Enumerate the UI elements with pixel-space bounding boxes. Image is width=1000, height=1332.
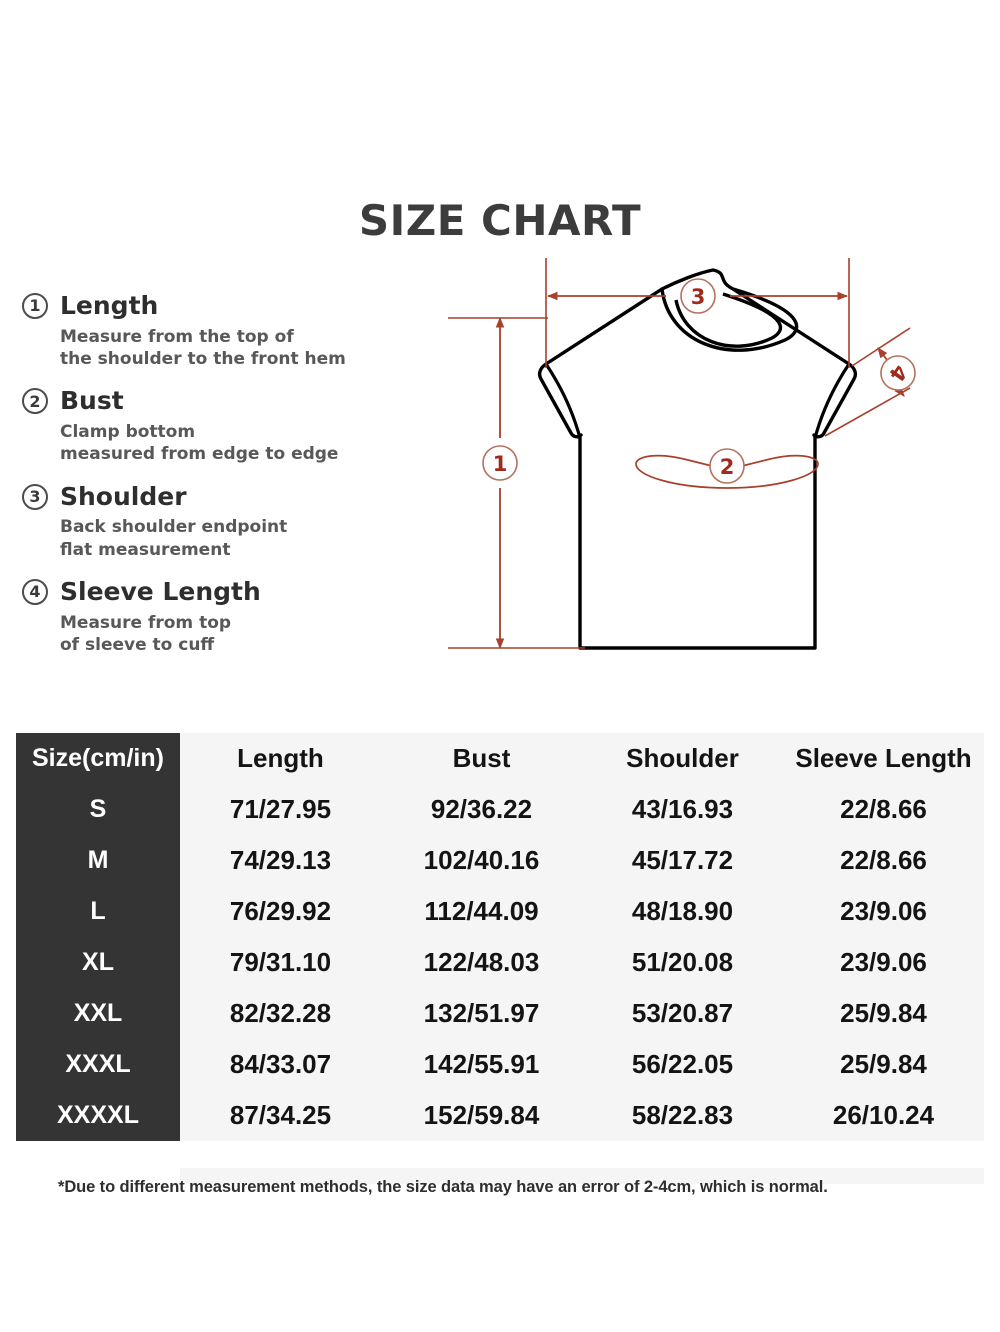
cell-sleeve-length: 26/10.24 — [783, 1090, 984, 1141]
cell-sleeve-length: 22/8.66 — [783, 835, 984, 886]
legend-head: 3 Shoulder — [22, 483, 422, 511]
legend-item-label: Length — [60, 291, 159, 320]
size-table-container: Size(cm/in) Length Bust Shoulder Sleeve … — [16, 733, 984, 1141]
cell-shoulder: 58/22.83 — [582, 1090, 783, 1141]
diagram-marker-1: 1 — [482, 445, 518, 481]
legend-desc-line-1: Back shoulder endpoint — [60, 517, 288, 538]
table-bottom-filler — [180, 1168, 984, 1184]
cell-sleeve-length: 22/8.66 — [783, 784, 984, 835]
cell-length: 82/32.28 — [180, 988, 381, 1039]
diagram-marker-3-label: 3 — [691, 285, 706, 309]
cell-shoulder: 45/17.72 — [582, 835, 783, 886]
legend-desc-line-2: of sleeve to cuff — [60, 635, 215, 656]
diagram-marker-3: 3 — [680, 278, 716, 314]
cell-bust: 152/59.84 — [381, 1090, 582, 1141]
legend-desc-line-2: the shoulder to the front hem — [60, 348, 346, 369]
table-row: XL 79/31.10 122/48.03 51/20.08 23/9.06 — [16, 937, 984, 988]
legend-item-sleeve-length: 4 Sleeve Length Measure from top of slee… — [22, 578, 422, 656]
cell-bust: 122/48.03 — [381, 937, 582, 988]
table-row: XXXXL 87/34.25 152/59.84 58/22.83 26/10.… — [16, 1090, 984, 1141]
legend-item-bust: 2 Bust Clamp bottom measured from edge t… — [22, 387, 422, 465]
tshirt-seams — [544, 363, 851, 439]
column-header-size: Size(cm/in) — [16, 733, 180, 784]
dimension-lines — [448, 258, 911, 650]
diagram-marker-2-label: 2 — [720, 455, 735, 479]
tshirt-collar — [660, 287, 799, 352]
legend-head: 1 Length — [22, 292, 422, 320]
row-size-label: XXXL — [16, 1039, 180, 1090]
legend-desc-line-2: measured from edge to edge — [60, 444, 339, 465]
tshirt-outline — [537, 268, 858, 650]
legend-item-label: Shoulder — [60, 481, 187, 511]
row-size-label: XL — [16, 937, 180, 988]
size-table: Size(cm/in) Length Bust Shoulder Sleeve … — [16, 733, 984, 1141]
cell-bust: 102/40.16 — [381, 835, 582, 886]
legend-desc-line-2: flat measurement — [60, 539, 231, 560]
cell-length: 76/29.92 — [180, 886, 381, 937]
table-row: XXXL 84/33.07 142/55.91 56/22.05 25/9.84 — [16, 1039, 984, 1090]
column-header-sleeve-length: Sleeve Length — [783, 733, 984, 784]
circled-number-2-icon: 2 — [22, 388, 48, 415]
circled-number-3-icon: 3 — [22, 483, 48, 510]
row-size-label: XXXXL — [16, 1090, 180, 1141]
cell-bust: 132/51.97 — [381, 988, 582, 1039]
cell-shoulder: 53/20.87 — [582, 988, 783, 1039]
table-row: S 71/27.95 92/36.22 43/16.93 22/8.66 — [16, 784, 984, 835]
row-size-label: M — [16, 835, 180, 886]
legend-desc-line-1: Measure from the top of — [60, 326, 294, 347]
legend-item-description: Clamp bottom measured from edge to edge — [60, 421, 422, 466]
diagram-marker-1-label: 1 — [493, 452, 508, 476]
measurement-legend: 1 Length Measure from the top of the sho… — [22, 292, 422, 674]
cell-shoulder: 51/20.08 — [582, 937, 783, 988]
diagram-marker-4: 4 — [880, 355, 916, 391]
cell-shoulder: 48/18.90 — [582, 886, 783, 937]
table-row: L 76/29.92 112/44.09 48/18.90 23/9.06 — [16, 886, 984, 937]
circled-number-1-icon: 1 — [22, 292, 48, 319]
row-size-label: XXL — [16, 988, 180, 1039]
cell-length: 84/33.07 — [180, 1039, 381, 1090]
column-header-bust: Bust — [381, 733, 582, 784]
legend-item-description: Back shoulder endpoint flat measurement — [60, 516, 422, 561]
legend-desc-line-1: Clamp bottom — [60, 421, 196, 442]
cell-length: 87/34.25 — [180, 1090, 381, 1141]
legend-item-label: Bust — [60, 386, 124, 416]
measurement-disclaimer: *Due to different measurement methods, t… — [58, 1178, 828, 1196]
legend-head: 4 Sleeve Length — [22, 578, 422, 606]
tshirt-diagram-svg: 3 1 2 4 — [448, 258, 916, 650]
table-row: M 74/29.13 102/40.16 45/17.72 22/8.66 — [16, 835, 984, 886]
tshirt-measurement-diagram: 3 1 2 4 — [440, 248, 960, 683]
cell-bust: 92/36.22 — [381, 784, 582, 835]
cell-length: 74/29.13 — [180, 835, 381, 886]
cell-shoulder: 43/16.93 — [582, 784, 783, 835]
table-header-row: Size(cm/in) Length Bust Shoulder Sleeve … — [16, 733, 984, 784]
table-row: XXL 82/32.28 132/51.97 53/20.87 25/9.84 — [16, 988, 984, 1039]
legend-item-label: Sleeve Length — [60, 577, 261, 607]
cell-shoulder: 56/22.05 — [582, 1039, 783, 1090]
legend-item-length: 1 Length Measure from the top of the sho… — [22, 292, 422, 370]
row-size-label: S — [16, 784, 180, 835]
cell-sleeve-length: 25/9.84 — [783, 988, 984, 1039]
column-header-shoulder: Shoulder — [582, 733, 783, 784]
legend-item-description: Measure from top of sleeve to cuff — [60, 612, 422, 657]
cell-bust: 112/44.09 — [381, 886, 582, 937]
legend-desc-line-1: Measure from top — [60, 612, 232, 633]
row-size-label: L — [16, 886, 180, 937]
column-header-length: Length — [180, 733, 381, 784]
legend-head: 2 Bust — [22, 387, 422, 415]
legend-item-description: Measure from the top of the shoulder to … — [60, 326, 422, 371]
page-title: SIZE CHART — [358, 196, 642, 245]
cell-sleeve-length: 25/9.84 — [783, 1039, 984, 1090]
cell-sleeve-length: 23/9.06 — [783, 886, 984, 937]
cell-length: 79/31.10 — [180, 937, 381, 988]
cell-length: 71/27.95 — [180, 784, 381, 835]
legend-item-shoulder: 3 Shoulder Back shoulder endpoint flat m… — [22, 483, 422, 561]
cell-bust: 142/55.91 — [381, 1039, 582, 1090]
cell-sleeve-length: 23/9.06 — [783, 937, 984, 988]
circled-number-4-icon: 4 — [22, 578, 48, 605]
diagram-marker-2: 2 — [709, 448, 745, 484]
